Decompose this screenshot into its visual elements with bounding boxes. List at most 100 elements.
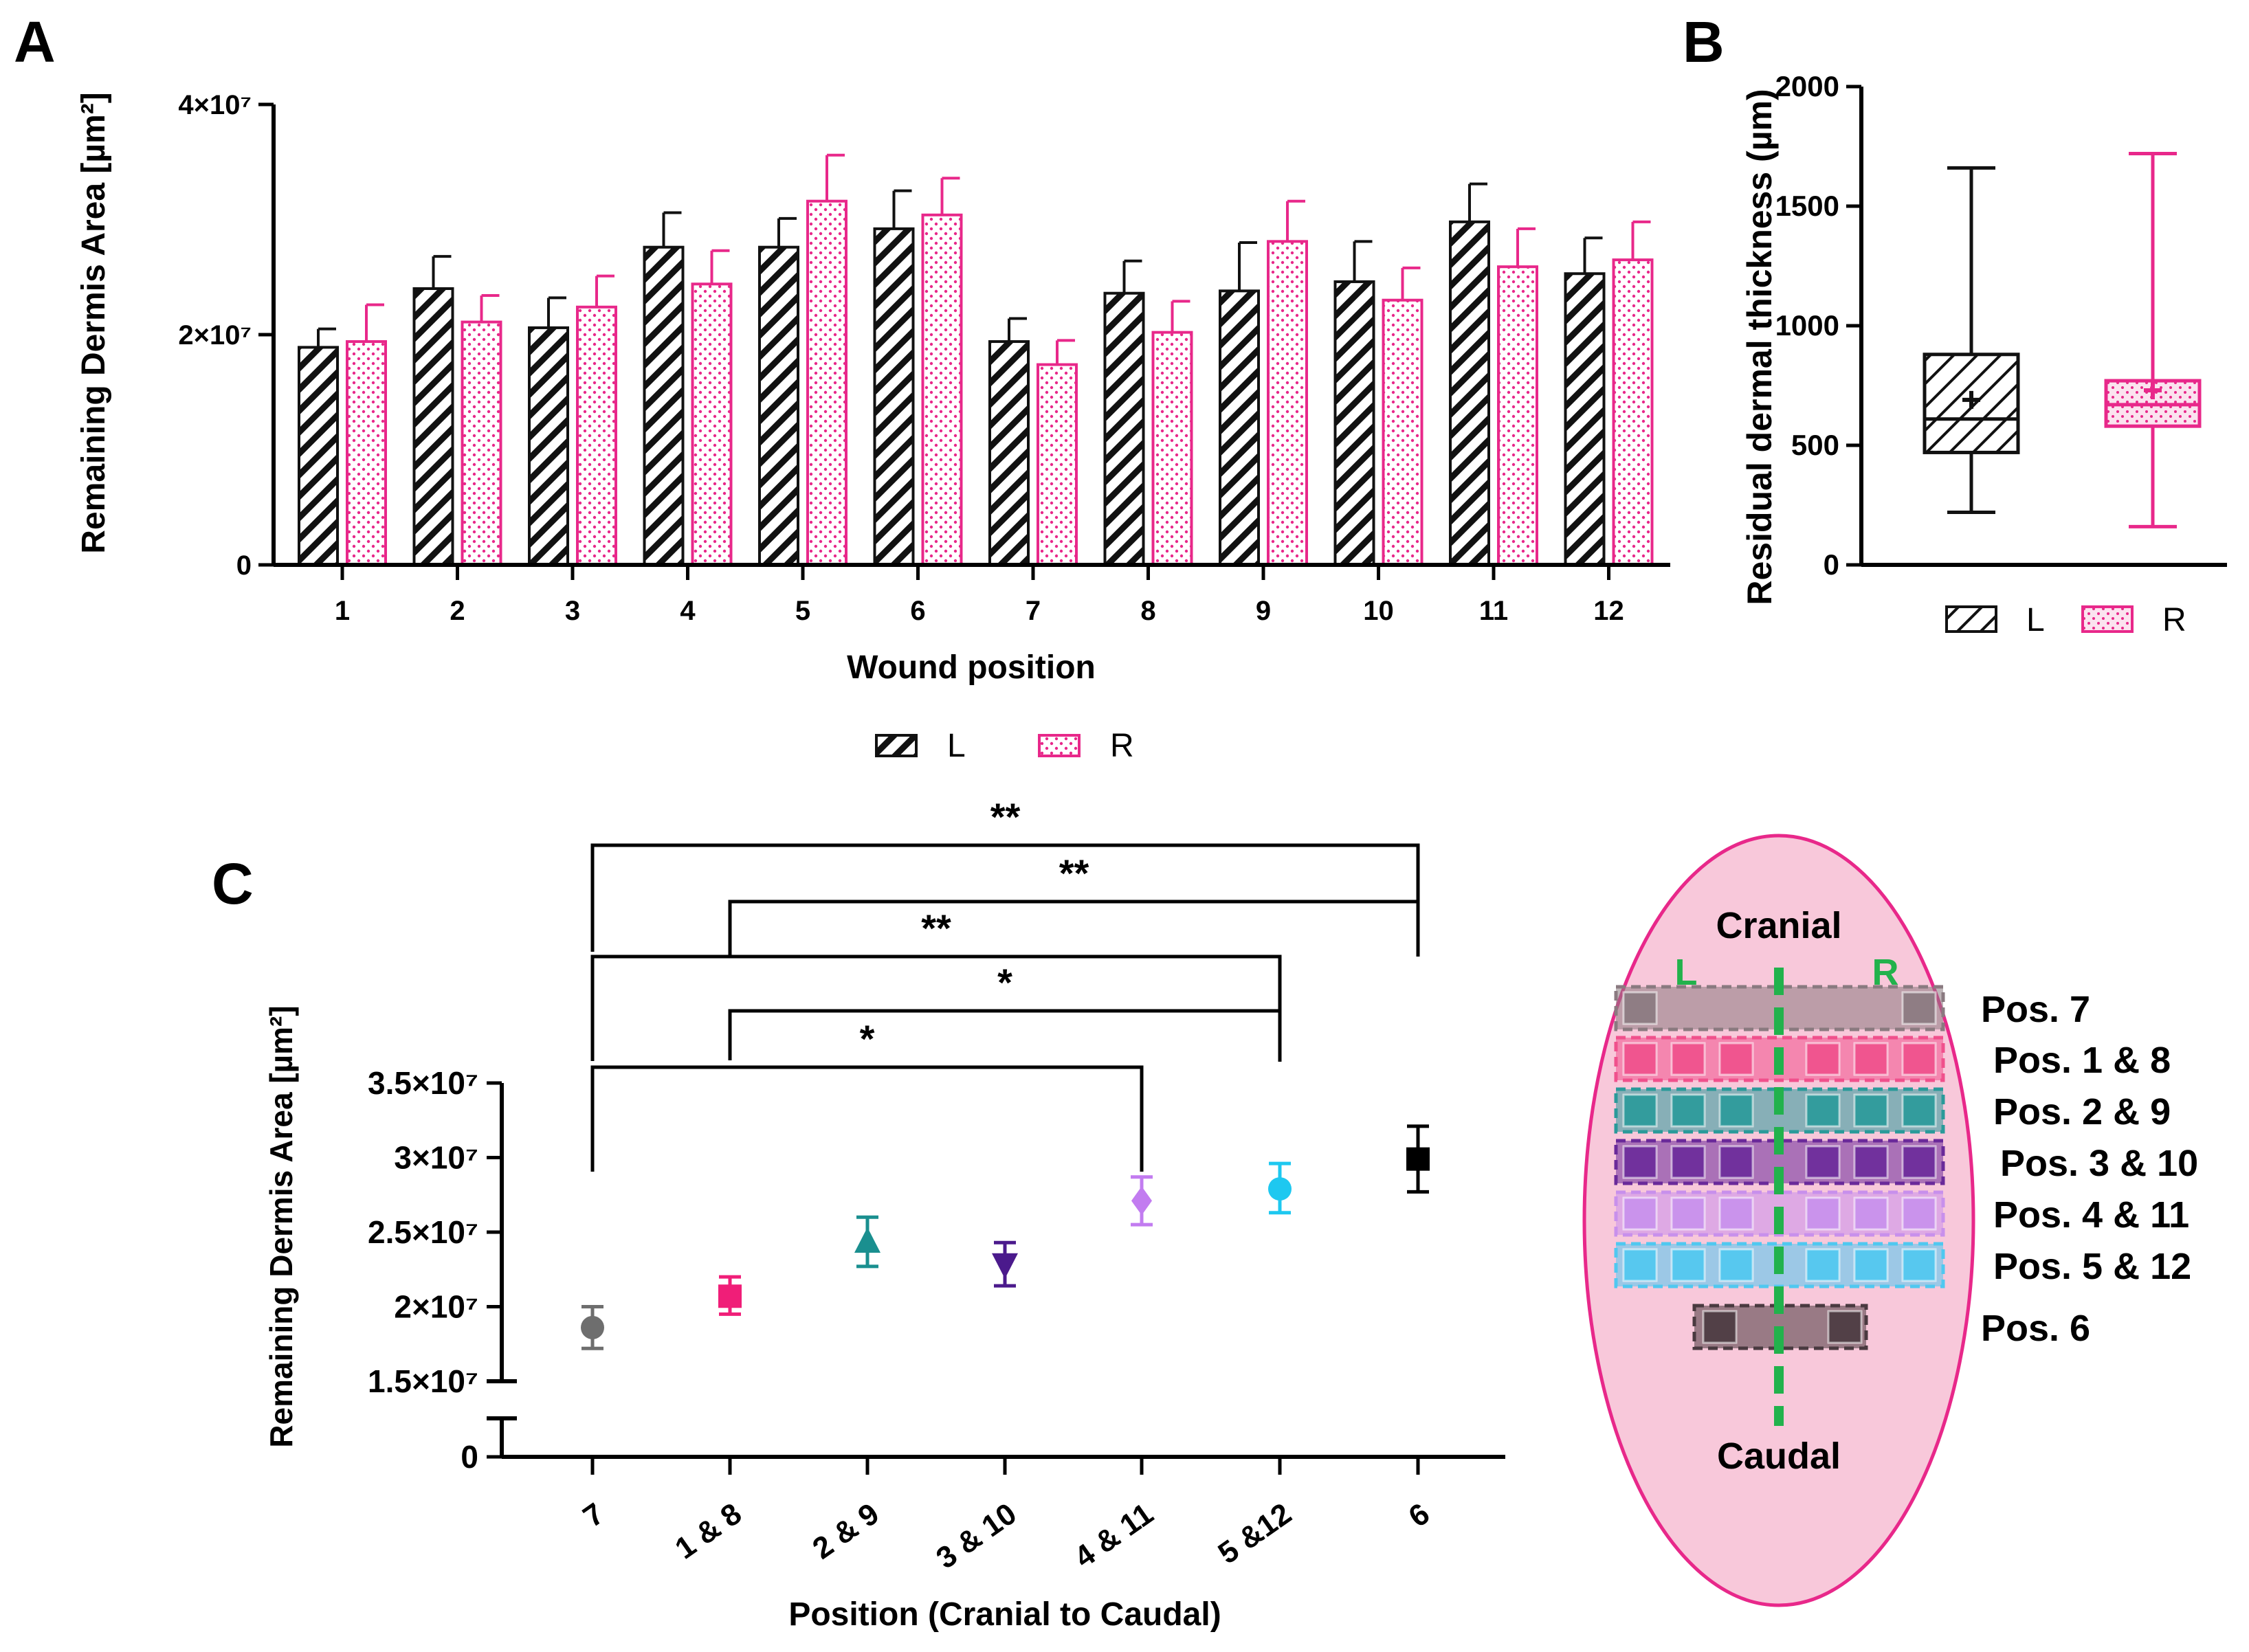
bar-r [461, 320, 502, 566]
x-axis-label: Position (Cranial to Caudal) [788, 1596, 1221, 1633]
wound-site [1718, 1145, 1754, 1179]
significance-label: * [860, 1017, 875, 1060]
wound-site [1901, 1145, 1937, 1179]
y-tick-label: 2×10⁷ [394, 1289, 478, 1325]
wound-site [1805, 1248, 1841, 1282]
right-side-label: R [1872, 952, 1899, 993]
y-tick-label: 2.5×10⁷ [368, 1214, 478, 1250]
mean-marker-l [1962, 390, 1980, 409]
legend-label-r: R [1110, 728, 1134, 764]
bar-l [412, 287, 454, 566]
x-axis-label: Wound position [847, 649, 1096, 686]
panel-label-a: A [14, 10, 56, 74]
bar-r [1612, 258, 1654, 566]
wound-site [1622, 1248, 1658, 1282]
wound-site [1853, 1042, 1889, 1076]
mean-marker-r [2144, 381, 2162, 399]
x-tick-label: 11 [1479, 596, 1508, 626]
y-tick-label: 4×10⁷ [178, 90, 252, 120]
left-side-label: L [1675, 952, 1698, 993]
x-tick-label: 4 [680, 596, 696, 626]
panel-label-c: C [212, 851, 254, 916]
y-tick-label: 2×10⁷ [178, 320, 252, 350]
wound-site [1853, 1196, 1889, 1231]
data-point [581, 1315, 604, 1339]
wound-site [1901, 991, 1937, 1025]
y-axis-label: Remaining Dermis Area [µm²] [263, 1005, 299, 1447]
wound-site [1718, 1042, 1754, 1076]
x-tick-label: 3 [565, 596, 580, 626]
wound-site [1901, 1093, 1937, 1128]
x-tick-label: 1 & 8 [669, 1497, 747, 1565]
wound-site [1702, 1310, 1738, 1344]
bar-l [1333, 280, 1375, 566]
bar-r [1037, 363, 1078, 566]
wound-site [1853, 1093, 1889, 1128]
wound-site [1718, 1248, 1754, 1282]
y-axis-label: Residual dermal thickness (µm) [1740, 89, 1779, 605]
position-label: Pos. 2 & 9 [1993, 1091, 2171, 1132]
bar-r [1382, 298, 1423, 566]
bar-l [1219, 289, 1260, 566]
x-tick-label: 10 [1363, 596, 1394, 626]
significance-label: ** [990, 795, 1021, 838]
y-tick-label: 500 [1791, 429, 1839, 461]
x-tick-label: 1 [335, 596, 350, 626]
panel-c-scatter-chart: C 0 1.5×10⁷ 2×10⁷ 2.5×10⁷ 3×10⁷ 3.5×10⁷ 7 1 & 8… [212, 795, 1505, 1633]
legend-swatch-l [1945, 605, 1997, 633]
wound-site [1805, 1196, 1841, 1231]
wound-site [1827, 1310, 1863, 1344]
position-label: Pos. 4 & 11 [1993, 1194, 2189, 1236]
wound-site [1901, 1042, 1937, 1076]
wound-site [1853, 1145, 1889, 1179]
x-tick-label: 9 [1256, 596, 1271, 626]
wound-site [1805, 1145, 1841, 1179]
y-tick-label: 1000 [1775, 309, 1839, 342]
x-tick-label: 5 &12 [1212, 1497, 1297, 1570]
wound-site [1622, 1196, 1658, 1231]
y-tick-label: 0 [1824, 548, 1839, 581]
y-tick-label: 1.5×10⁷ [368, 1363, 478, 1399]
data-point [854, 1227, 880, 1253]
legend-label-l: L [2026, 602, 2045, 638]
position-label: Pos. 3 & 10 [2000, 1143, 2198, 1184]
bar-l [643, 245, 685, 566]
bar-l [298, 346, 339, 566]
position-label: Pos. 7 [1981, 989, 2090, 1030]
legend-swatch-l [875, 734, 918, 757]
bar-r [576, 305, 617, 566]
x-tick-label: 2 [450, 596, 465, 626]
wound-site [1853, 1248, 1889, 1282]
wound-site [1670, 1248, 1706, 1282]
wound-site [1670, 1196, 1706, 1231]
wound-site [1622, 1093, 1658, 1128]
wound-site [1622, 1145, 1658, 1179]
x-tick-label: 4 & 11 [1068, 1497, 1159, 1574]
wound-position-diagram: Pos. 7 Pos. 1 & 8 Pos. 2 & 9 Pos. 3 & 10 Pos… [1582, 834, 2198, 1607]
y-tick-label: 2000 [1775, 70, 1839, 102]
significance-bracket [590, 1065, 1144, 1172]
wound-site [1622, 1042, 1658, 1076]
legend-label-r: R [2162, 602, 2186, 638]
y-tick-label: 0 [461, 1439, 478, 1475]
panel-label-b: B [1683, 10, 1725, 74]
position-label: Pos. 5 & 12 [1993, 1246, 2191, 1287]
x-tick-label: 8 [1140, 596, 1155, 626]
wound-site [1805, 1042, 1841, 1076]
wound-site [1718, 1093, 1754, 1128]
x-tick-label: 6 [1403, 1497, 1436, 1534]
x-tick-label: 3 & 10 [930, 1497, 1022, 1575]
significance-bracket [728, 900, 1420, 957]
bar-l [988, 340, 1030, 566]
position-label: Pos. 6 [1981, 1308, 2090, 1349]
bar-l [1103, 291, 1145, 566]
x-tick-label: 2 & 9 [806, 1497, 885, 1565]
bar-r [691, 282, 733, 566]
legend: L R [1945, 602, 2186, 638]
bar-l [873, 227, 915, 566]
x-tick-label: 5 [795, 596, 810, 626]
y-tick-label: 1500 [1775, 190, 1839, 222]
significance-label: ** [921, 906, 951, 950]
x-tick-label: 12 [1593, 596, 1624, 626]
